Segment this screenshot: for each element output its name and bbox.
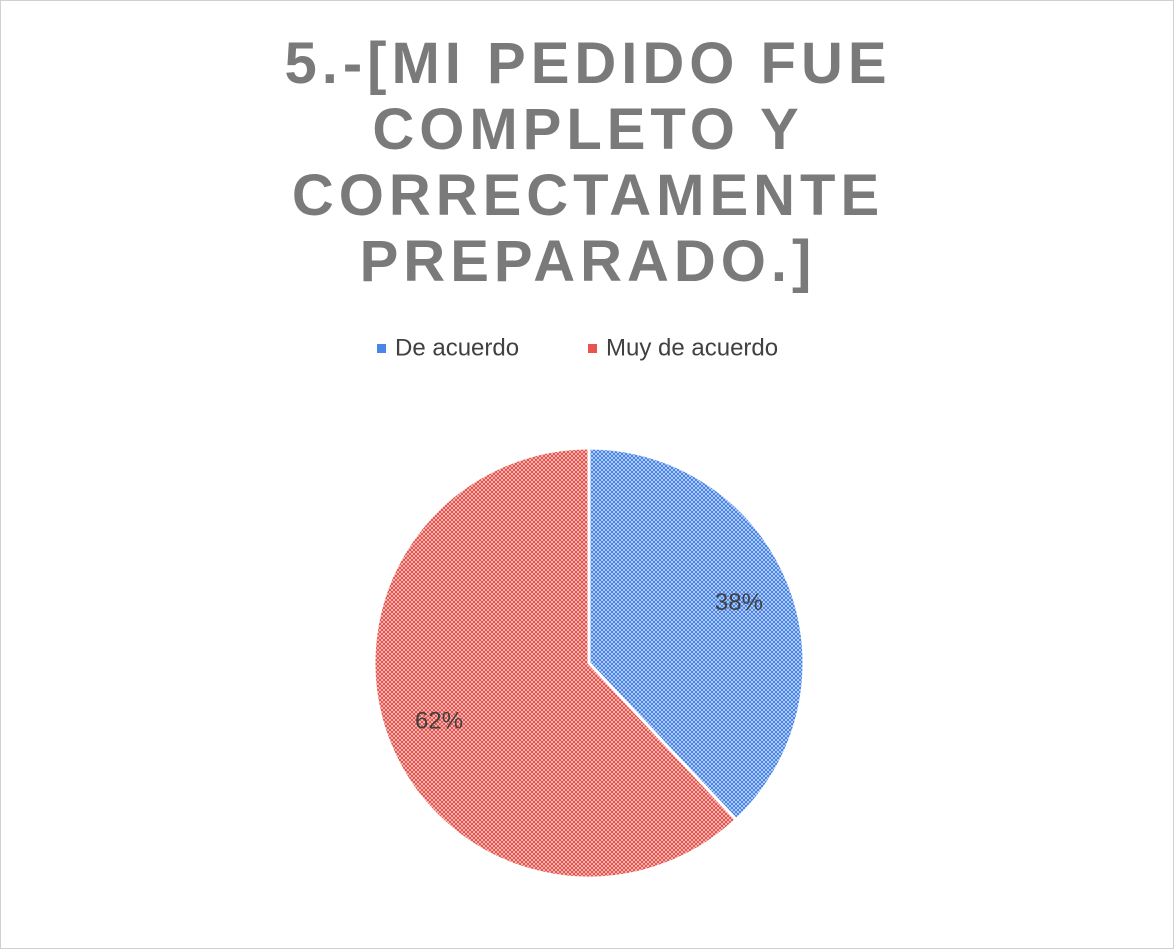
legend-marker <box>588 344 597 353</box>
legend-marker <box>377 344 386 353</box>
pie-slice <box>587 446 806 822</box>
pie-slice <box>372 446 739 880</box>
data-label: 38% <box>715 589 763 616</box>
legend-label: De acuerdo <box>395 334 519 361</box>
chart-title: 5.-[MI PEDIDO FUE COMPLETO Y CORRECTAMEN… <box>284 31 892 294</box>
data-label: 62% <box>415 708 463 735</box>
legend-label: Muy de acuerdo <box>606 334 778 361</box>
